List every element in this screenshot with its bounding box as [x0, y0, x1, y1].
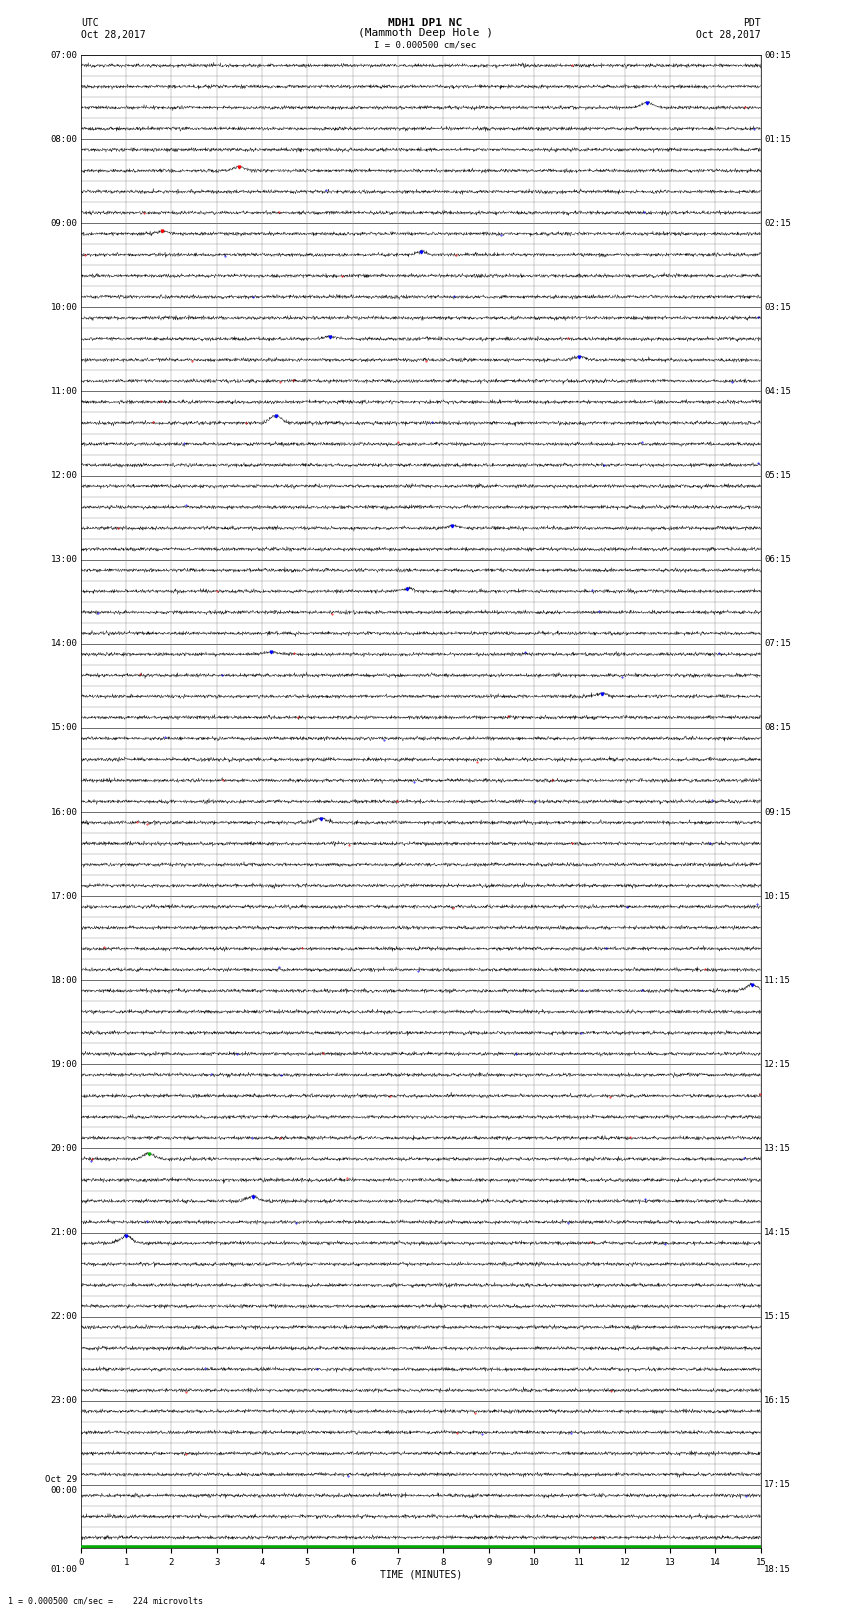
Text: 13:15: 13:15	[764, 1144, 791, 1153]
Text: 11:15: 11:15	[764, 976, 791, 986]
Text: 01:15: 01:15	[764, 134, 791, 144]
Text: 15:15: 15:15	[764, 1313, 791, 1321]
Text: 10:00: 10:00	[50, 303, 77, 311]
Text: 08:15: 08:15	[764, 723, 791, 732]
Text: 07:15: 07:15	[764, 639, 791, 648]
Text: 05:15: 05:15	[764, 471, 791, 481]
Text: 18:15: 18:15	[764, 1565, 791, 1574]
Text: 14:15: 14:15	[764, 1227, 791, 1237]
Text: 10:15: 10:15	[764, 892, 791, 900]
Text: 01:00: 01:00	[50, 1565, 77, 1574]
Text: 00:15: 00:15	[764, 50, 791, 60]
Text: 17:00: 17:00	[50, 892, 77, 900]
Text: 07:00: 07:00	[50, 50, 77, 60]
Text: 15:00: 15:00	[50, 723, 77, 732]
Text: 21:00: 21:00	[50, 1227, 77, 1237]
Text: MDH1 DP1 NC: MDH1 DP1 NC	[388, 18, 462, 27]
Text: Oct 29
00:00: Oct 29 00:00	[45, 1476, 77, 1495]
Text: 14:00: 14:00	[50, 639, 77, 648]
Text: Oct 28,2017: Oct 28,2017	[81, 31, 145, 40]
Text: 18:00: 18:00	[50, 976, 77, 986]
Text: 06:15: 06:15	[764, 555, 791, 565]
Text: 19:00: 19:00	[50, 1060, 77, 1069]
Text: PDT: PDT	[743, 18, 761, 27]
Text: 20:00: 20:00	[50, 1144, 77, 1153]
Text: 04:15: 04:15	[764, 387, 791, 395]
Text: I = 0.000500 cm/sec: I = 0.000500 cm/sec	[374, 40, 476, 48]
Text: 22:00: 22:00	[50, 1313, 77, 1321]
Text: 16:15: 16:15	[764, 1397, 791, 1405]
X-axis label: TIME (MINUTES): TIME (MINUTES)	[380, 1569, 462, 1579]
Text: 11:00: 11:00	[50, 387, 77, 395]
Text: 16:00: 16:00	[50, 808, 77, 816]
Text: 09:00: 09:00	[50, 219, 77, 227]
Text: 09:15: 09:15	[764, 808, 791, 816]
Text: 03:15: 03:15	[764, 303, 791, 311]
Text: 13:00: 13:00	[50, 555, 77, 565]
Text: 02:15: 02:15	[764, 219, 791, 227]
Text: 08:00: 08:00	[50, 134, 77, 144]
Text: (Mammoth Deep Hole ): (Mammoth Deep Hole )	[358, 27, 492, 39]
Text: UTC: UTC	[81, 18, 99, 27]
Text: 12:15: 12:15	[764, 1060, 791, 1069]
Text: 1 = 0.000500 cm/sec =    224 microvolts: 1 = 0.000500 cm/sec = 224 microvolts	[8, 1595, 203, 1605]
Text: 23:00: 23:00	[50, 1397, 77, 1405]
Text: 17:15: 17:15	[764, 1481, 791, 1489]
Text: 12:00: 12:00	[50, 471, 77, 481]
Text: Oct 28,2017: Oct 28,2017	[696, 31, 761, 40]
